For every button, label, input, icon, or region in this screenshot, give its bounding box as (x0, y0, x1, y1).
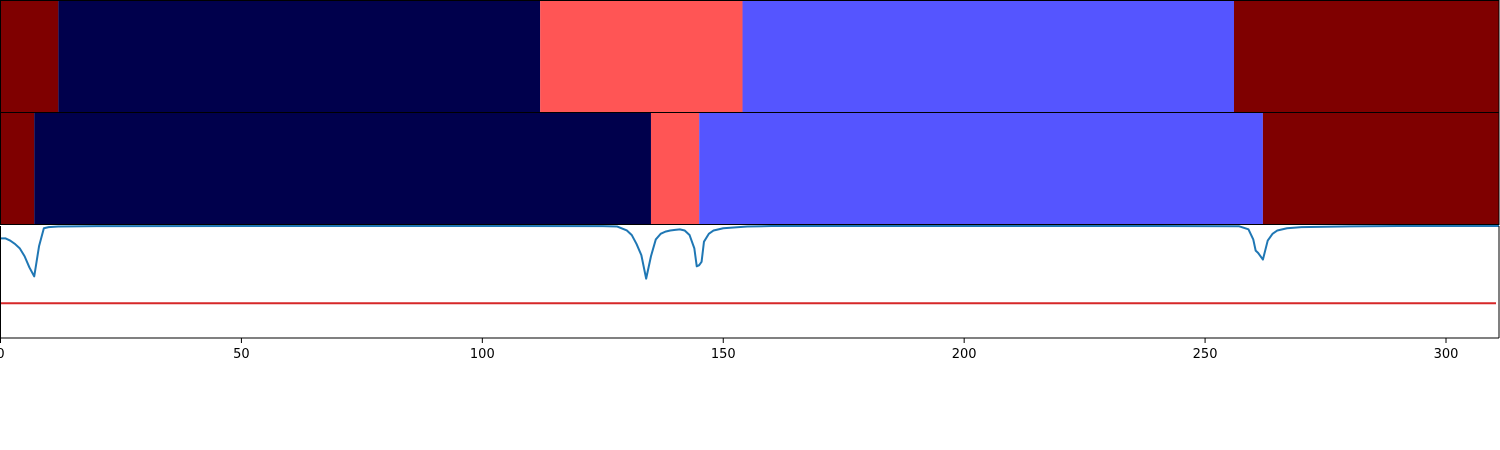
segment-row0-2 (540, 1, 742, 112)
segmentation-row-top (1, 1, 1500, 113)
segment-row1-0 (1, 113, 35, 224)
x-tick-label-150: 150 (711, 347, 736, 362)
segment-row0-4 (1234, 1, 1499, 112)
x-tick-label-300: 300 (1434, 347, 1459, 362)
x-tick-label-0: 0 (0, 347, 5, 362)
confidence-panel (1, 226, 1500, 338)
x-tick-label-200: 200 (952, 347, 977, 362)
segment-row0-0 (1, 1, 59, 112)
x-tick-label-250: 250 (1193, 347, 1218, 362)
x-tick-label-100: 100 (470, 347, 495, 362)
x-axis: 0 50 100 150 200 250 300 (0, 338, 1499, 362)
segment-row0-1 (58, 1, 540, 112)
segment-row1-2 (651, 113, 699, 224)
segment-row1-3 (699, 113, 1263, 224)
confidence-line (1, 226, 1500, 279)
segment-row0-3 (743, 1, 1234, 112)
segment-row1-1 (34, 113, 651, 224)
segment-row1-4 (1263, 113, 1499, 224)
x-tick-label-50: 50 (233, 347, 250, 362)
segmentation-row-bottom (1, 113, 1500, 225)
